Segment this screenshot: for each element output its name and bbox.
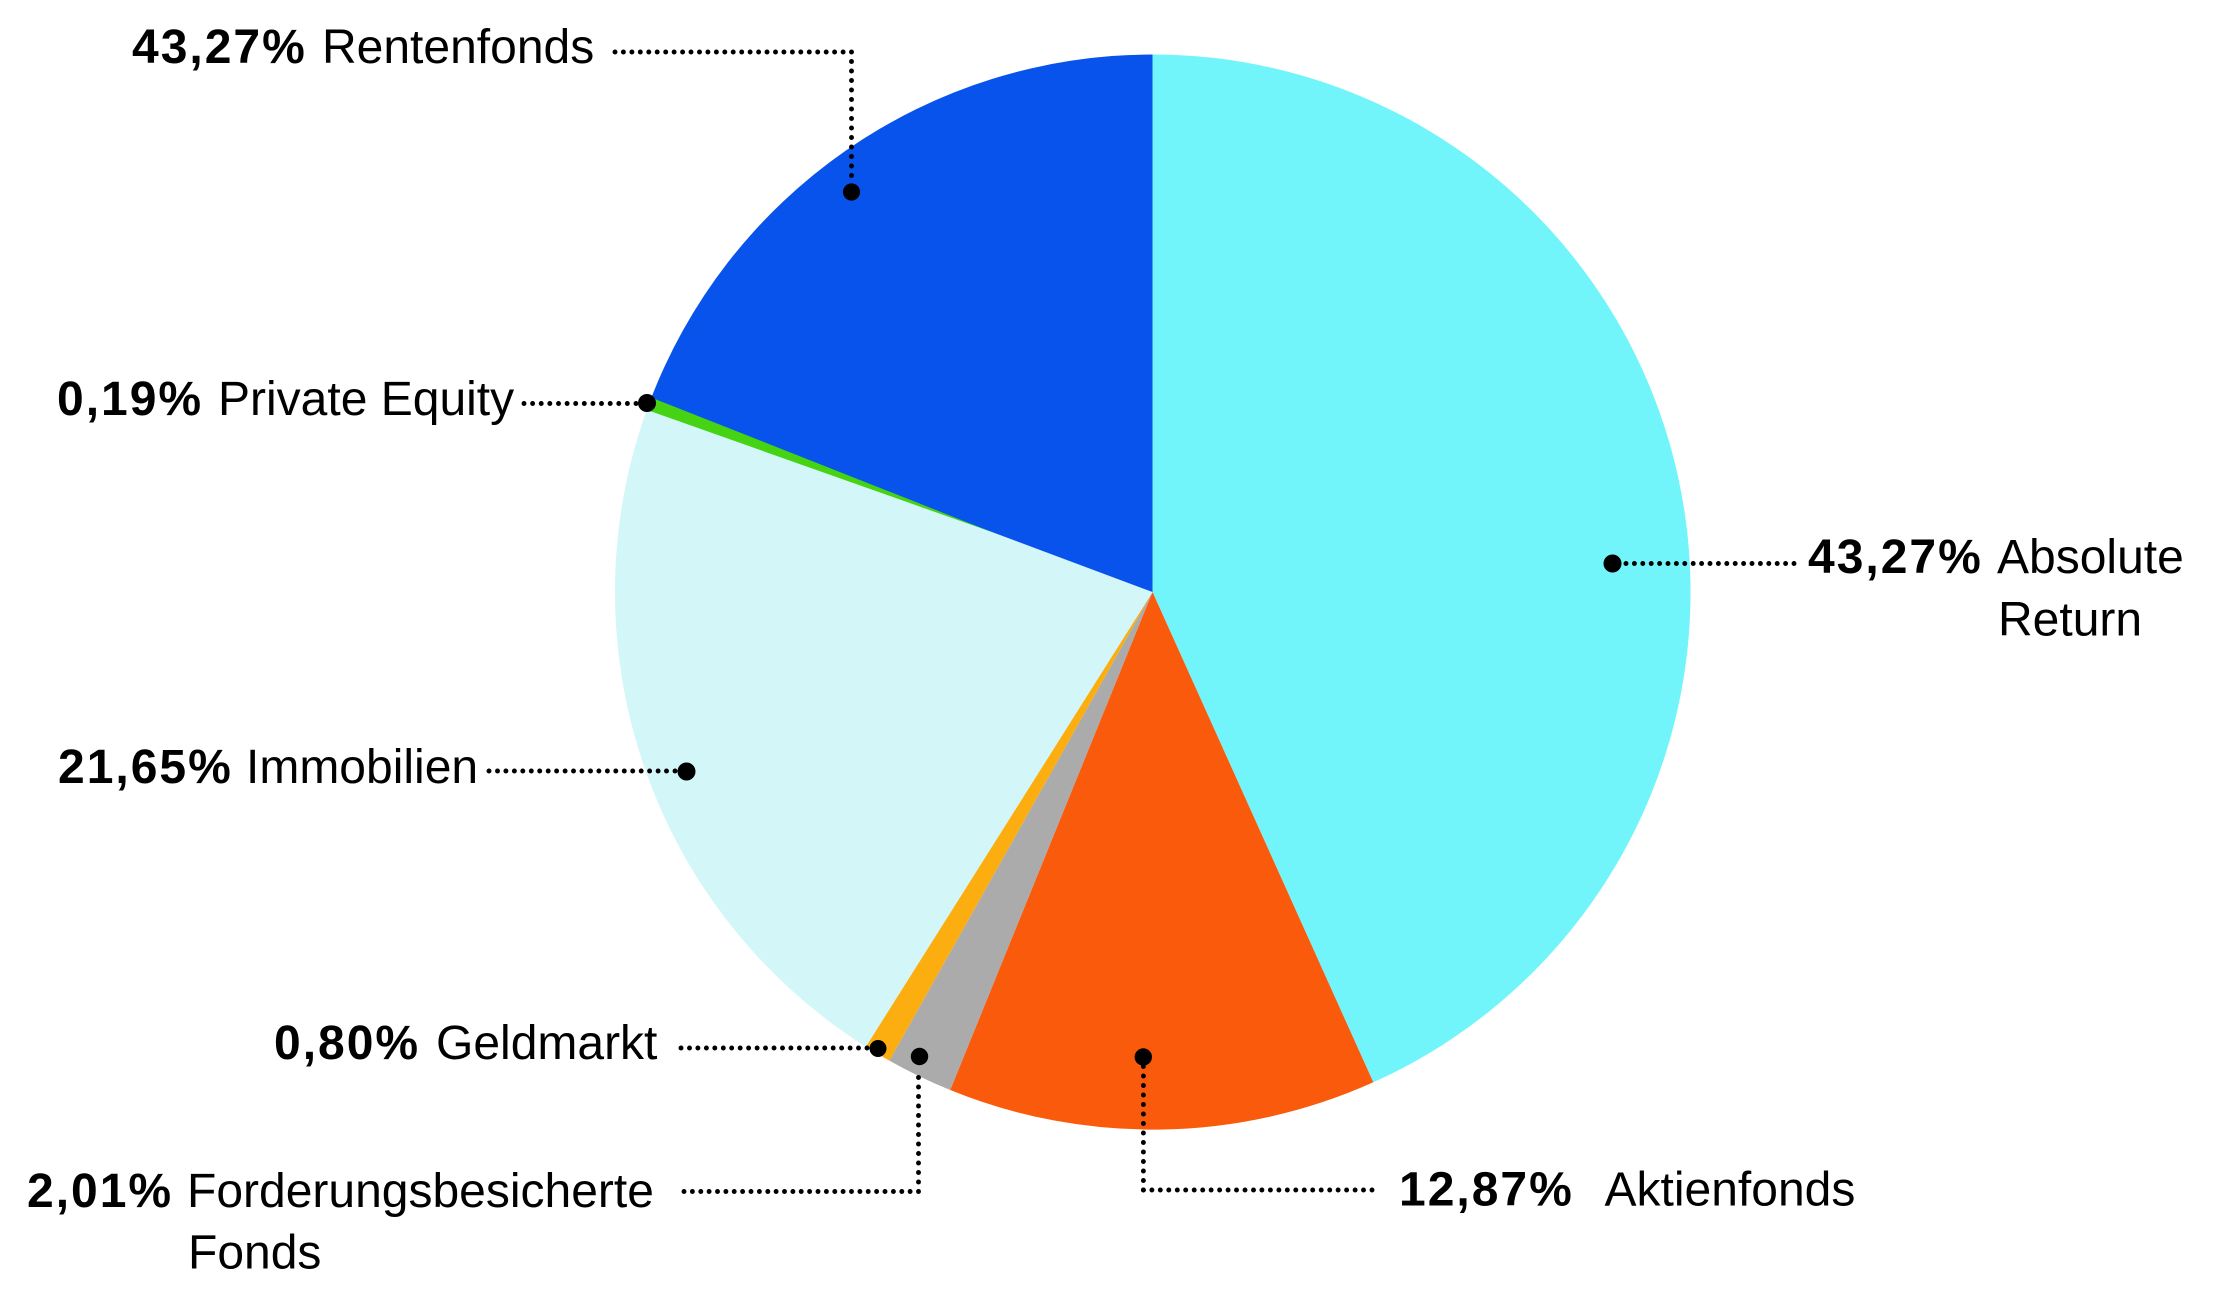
svg-text:Aktienfonds: Aktienfonds: [1605, 1164, 1856, 1217]
svg-text:12,87%: 12,87%: [1399, 1164, 1574, 1217]
svg-text:Rentenfonds: Rentenfonds: [322, 21, 594, 74]
svg-text:21,65%: 21,65%: [58, 741, 233, 794]
svg-text:43,27%: 43,27%: [1808, 531, 1983, 584]
svg-text:Private Equity: Private Equity: [218, 373, 514, 426]
svg-text:2,01%: 2,01%: [27, 1165, 173, 1218]
svg-text:0,19%: 0,19%: [57, 373, 203, 426]
svg-text:43,27%: 43,27%: [132, 21, 307, 74]
svg-text:0,80%: 0,80%: [274, 1017, 420, 1070]
svg-text:Absolute: Absolute: [1997, 531, 2184, 584]
svg-text:Forderungsbesicherte: Forderungsbesicherte: [187, 1165, 654, 1218]
svg-text:Immobilien: Immobilien: [246, 741, 478, 794]
svg-text:Geldmarkt: Geldmarkt: [436, 1017, 657, 1070]
svg-text:Return: Return: [1998, 594, 2142, 647]
svg-text:Fonds: Fonds: [188, 1227, 321, 1280]
